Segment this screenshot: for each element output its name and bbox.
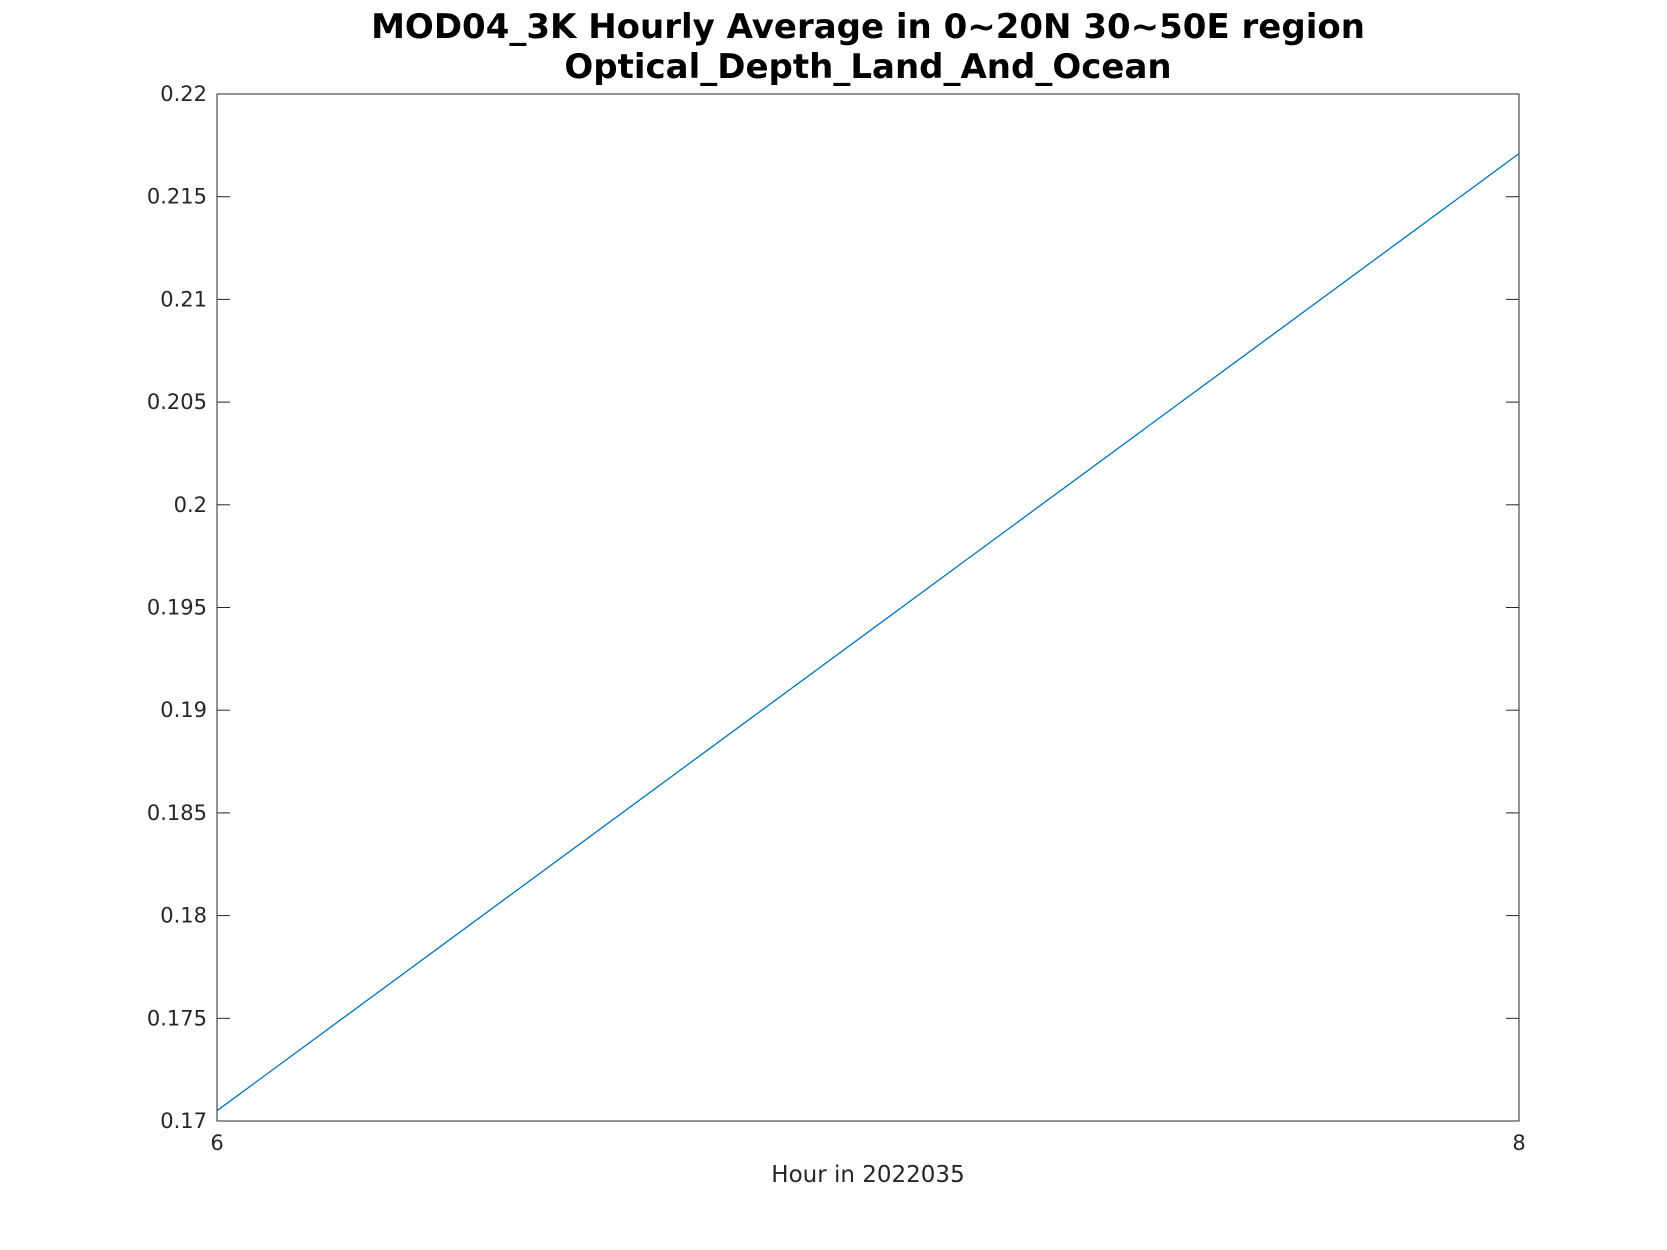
x-axis-label: Hour in 2022035: [771, 1162, 964, 1188]
x-tick-label: 6: [210, 1131, 223, 1155]
series-line-0: [216, 153, 1520, 1112]
series-layer: [216, 153, 1520, 1112]
x-tick-label: 8: [1512, 1131, 1525, 1155]
y-axis: 0.17 0.175 0.18 0.185 0.19 0.195 0.2 0.205 0.21 0…: [147, 82, 1519, 1133]
y-tick-label: 0.185: [147, 801, 207, 825]
chart-subtitle: Optical_Depth_Land_And_Ocean: [564, 47, 1171, 87]
y-tick-label: 0.215: [147, 185, 207, 209]
y-tick-label: 0.22: [160, 82, 207, 106]
y-tick-label: 0.195: [147, 596, 207, 620]
y-tick-label: 0.18: [160, 904, 207, 928]
plot-area: [216, 93, 1520, 1122]
y-tick-label: 0.2: [174, 493, 207, 517]
y-tick-label: 0.19: [160, 698, 207, 722]
chart-title: MOD04_3K Hourly Average in 0~20N 30~50E …: [371, 7, 1365, 47]
y-tick-label: 0.205: [147, 390, 207, 414]
y-tick-label: 0.17: [160, 1109, 207, 1133]
y-tick-label: 0.175: [147, 1006, 207, 1030]
y-tick-label: 0.21: [160, 287, 207, 311]
